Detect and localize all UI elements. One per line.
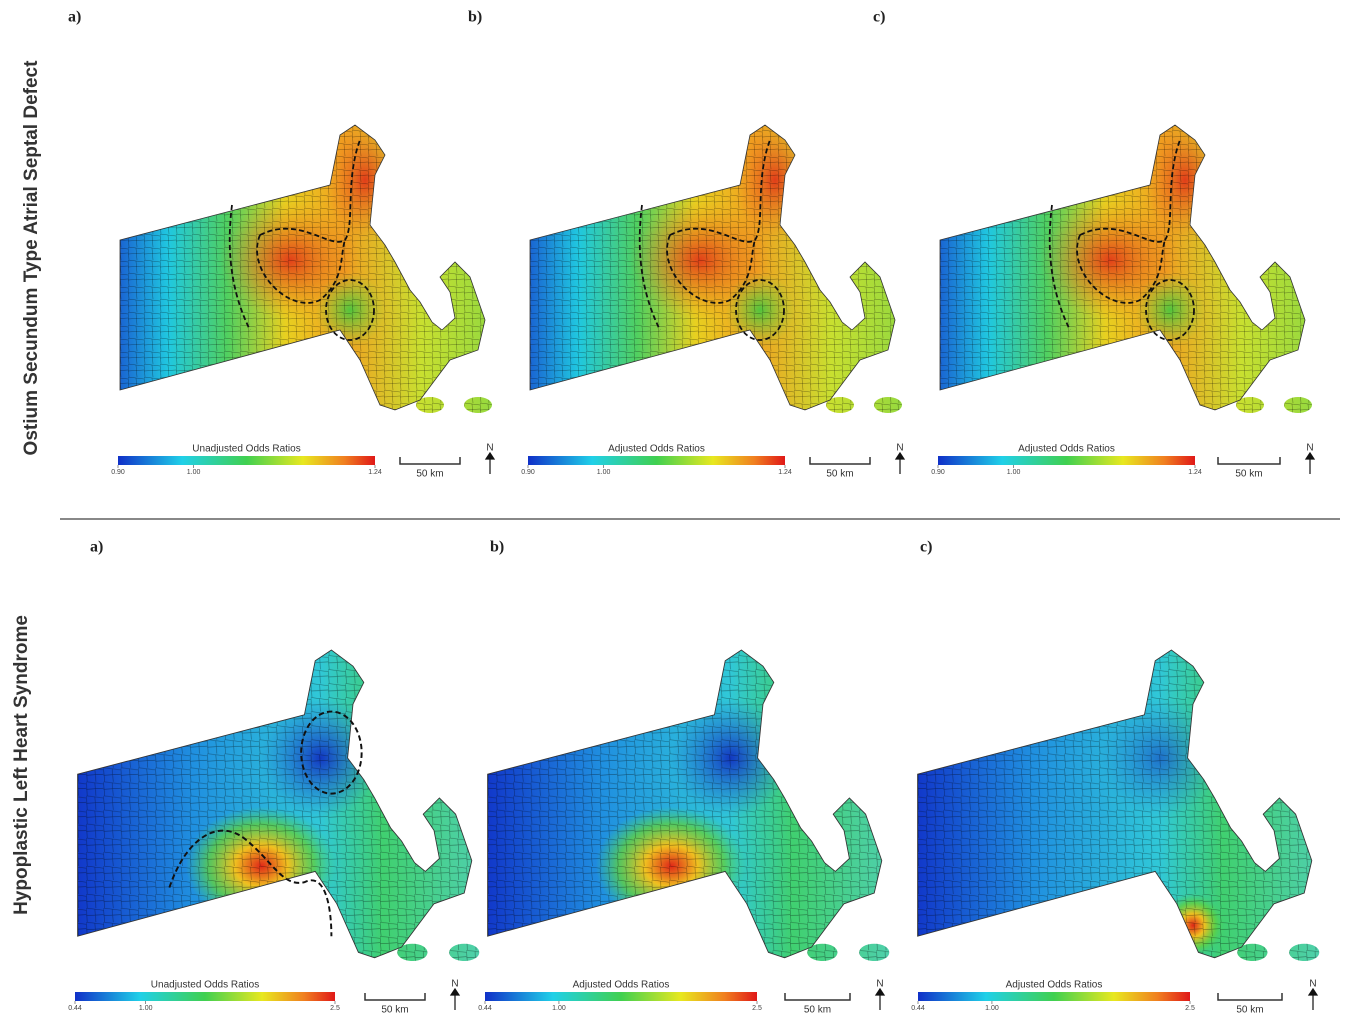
scale-bar xyxy=(399,457,461,465)
colorbar-tick-label: 1.24 xyxy=(1188,469,1202,476)
colorbar-tick-label: 1.00 xyxy=(1007,469,1021,476)
scale-label: 50 km xyxy=(1235,469,1262,480)
scale-label: 50 km xyxy=(416,469,443,480)
map-fill xyxy=(530,125,902,413)
north-arrow xyxy=(1307,987,1319,1010)
panel-letter: a) xyxy=(68,9,81,26)
north-label: N xyxy=(876,979,883,990)
colorbar-tick-label: 1.00 xyxy=(187,469,201,476)
north-label: N xyxy=(451,979,458,990)
colorbar xyxy=(528,456,785,465)
scale-label: 50 km xyxy=(826,469,853,480)
north-arrow xyxy=(874,987,886,1010)
map xyxy=(917,649,1320,962)
colorbar xyxy=(75,992,335,1001)
map-fill xyxy=(487,650,890,962)
legend-title: Adjusted Odds Ratios xyxy=(1018,444,1115,455)
scale-bar xyxy=(1217,993,1283,1001)
legend-title: Unadjusted Odds Ratios xyxy=(192,444,300,455)
scale-label: 50 km xyxy=(1236,1005,1263,1016)
scale-bar xyxy=(784,993,851,1001)
legend-title: Adjusted Odds Ratios xyxy=(608,444,705,455)
border xyxy=(529,124,896,411)
contour xyxy=(1048,139,1181,331)
colorbar-tick-label: 0.90 xyxy=(111,469,125,476)
cells xyxy=(120,125,492,413)
contour xyxy=(638,139,771,331)
colorbar-tick-label: 0.44 xyxy=(911,1005,925,1012)
legend-title: Unadjusted Odds Ratios xyxy=(151,980,259,991)
contour xyxy=(300,710,363,795)
north-arrow xyxy=(484,451,496,474)
north-label: N xyxy=(486,443,493,454)
cells xyxy=(530,125,902,413)
contour xyxy=(735,279,785,341)
map xyxy=(939,124,1312,413)
border xyxy=(917,649,1313,959)
map-fill xyxy=(120,125,492,413)
border xyxy=(939,124,1306,411)
north-label: N xyxy=(896,443,903,454)
contour xyxy=(1145,279,1195,341)
cells xyxy=(940,125,1312,413)
colorbar-tick-label: 1.24 xyxy=(778,469,792,476)
scale-label: 50 km xyxy=(381,1005,408,1016)
colorbar xyxy=(938,456,1195,465)
colorbar-tick-label: 0.44 xyxy=(478,1005,492,1012)
colorbar-tick-label: 2.5 xyxy=(330,1005,340,1012)
colorbar-tick-label: 1.00 xyxy=(597,469,611,476)
colorbar xyxy=(918,992,1190,1001)
scale-bar xyxy=(809,457,871,465)
cells xyxy=(487,650,890,962)
scale-bar xyxy=(1217,457,1281,465)
border xyxy=(487,649,883,959)
colorbar-tick-label: 1.00 xyxy=(139,1005,153,1012)
map-fill xyxy=(77,650,480,962)
north-arrow xyxy=(449,987,461,1010)
colorbar xyxy=(485,992,757,1001)
map xyxy=(119,124,492,413)
colorbar xyxy=(118,456,375,465)
border xyxy=(77,649,473,959)
map xyxy=(487,649,890,962)
border xyxy=(119,124,486,411)
map xyxy=(77,649,480,962)
north-label: N xyxy=(1306,443,1313,454)
contour xyxy=(325,279,375,341)
panel-letter: b) xyxy=(468,9,482,26)
north-arrow xyxy=(1304,451,1316,474)
colorbar-tick-label: 1.00 xyxy=(985,1005,999,1012)
contour xyxy=(168,829,333,937)
legend-title: Adjusted Odds Ratios xyxy=(1006,980,1103,991)
legend-title: Adjusted Odds Ratios xyxy=(573,980,670,991)
panel-letter: c) xyxy=(920,539,932,556)
colorbar-tick-label: 0.90 xyxy=(931,469,945,476)
north-label: N xyxy=(1309,979,1316,990)
contour xyxy=(228,139,361,331)
colorbar-tick-label: 1.00 xyxy=(552,1005,566,1012)
row-title: Ostium Secundum Type Atrial Septal Defec… xyxy=(21,60,42,456)
colorbar-tick-label: 0.44 xyxy=(68,1005,82,1012)
colorbar-tick-label: 2.5 xyxy=(752,1005,762,1012)
panel-letter: b) xyxy=(490,539,504,556)
panel-letter: c) xyxy=(873,9,885,26)
panel-letter: a) xyxy=(90,539,103,556)
north-arrow xyxy=(894,451,906,474)
colorbar-tick-label: 2.5 xyxy=(1185,1005,1195,1012)
colorbar-tick-label: 1.24 xyxy=(368,469,382,476)
map xyxy=(529,124,902,413)
scale-label: 50 km xyxy=(804,1005,831,1016)
colorbar-tick-label: 0.90 xyxy=(521,469,535,476)
cells xyxy=(917,650,1320,962)
map-fill xyxy=(940,125,1312,413)
scale-bar xyxy=(364,993,426,1001)
cells xyxy=(77,650,480,962)
row-title: Hypoplastic Left Heart Syndrome xyxy=(11,615,32,915)
map-fill xyxy=(917,650,1320,962)
